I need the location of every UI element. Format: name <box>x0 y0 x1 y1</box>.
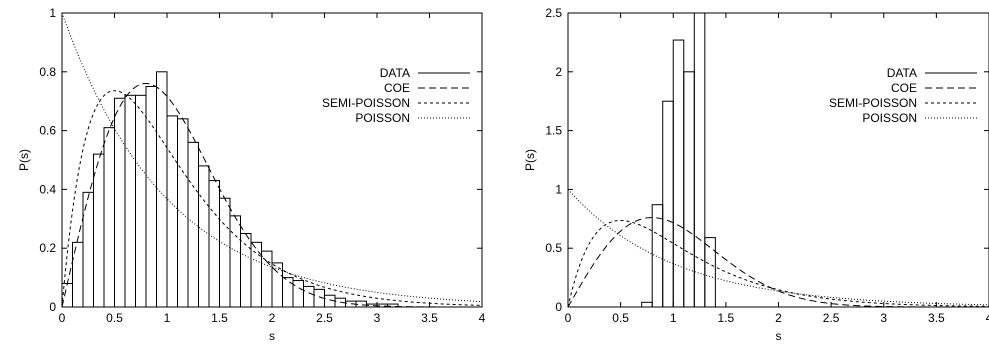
y-tick-label: 0.8 <box>39 65 56 79</box>
legend-label: DATA <box>380 66 410 80</box>
y-tick-label: 1.5 <box>545 124 562 138</box>
x-tick-label: 2.5 <box>823 311 840 325</box>
chart-panel-1: 0 0.5 1 1.5 2 2.5 3 3.5 4 0 0.2 0.4 0.6 0.8 1 s P(s) DATA… <box>17 6 486 343</box>
legend-label: SEMI-POISSON <box>829 96 917 110</box>
y-tick-label: 1 <box>49 6 56 20</box>
histogram-bar <box>261 250 273 307</box>
curve-semi-poisson <box>568 219 989 307</box>
legend-label: POISSON <box>862 111 917 125</box>
histogram-bar <box>229 215 241 307</box>
histogram-bar <box>187 141 199 307</box>
histogram-bar <box>198 165 210 307</box>
x-tick-label: 2 <box>269 311 276 325</box>
y-tick-label: 0 <box>555 300 562 314</box>
histogram-bar <box>282 277 294 307</box>
legend-label: SEMI-POISSON <box>322 96 410 110</box>
y-axis-label: P(s) <box>17 149 31 171</box>
y-tick-label: 0.4 <box>39 182 56 196</box>
histogram-bar <box>72 241 84 307</box>
x-tick-label: 3.5 <box>421 311 438 325</box>
histogram-bar <box>641 301 653 307</box>
histogram-bar <box>303 285 315 307</box>
x-tick-label: 3 <box>374 311 381 325</box>
histogram-bar <box>93 153 105 307</box>
legend-label: DATA <box>887 66 917 80</box>
x-axis-label: s <box>269 329 275 343</box>
y-tick-label: 0.2 <box>39 241 56 255</box>
histogram-bar <box>103 127 115 307</box>
histogram-bar <box>693 13 706 307</box>
histogram-bar <box>177 118 189 307</box>
histogram-bar <box>271 262 283 307</box>
x-tick-label: 2.5 <box>316 311 333 325</box>
y-tick-label: 0.5 <box>545 241 562 255</box>
x-tick-label: 0.5 <box>106 311 123 325</box>
histogram-bar <box>208 180 220 307</box>
legend-label: COE <box>891 81 917 95</box>
x-tick-label: 1.5 <box>211 311 228 325</box>
x-tick-label: 2 <box>775 311 782 325</box>
histogram-bar <box>683 71 695 307</box>
x-tick-label: 4 <box>479 311 486 325</box>
histogram-bar <box>135 94 147 307</box>
curve-poisson <box>62 13 482 303</box>
histogram-bar <box>156 71 168 307</box>
plot-frame <box>567 12 989 308</box>
x-tick-label: 3 <box>880 311 887 325</box>
x-tick-label: 0.5 <box>612 311 629 325</box>
y-axis-label: P(s) <box>523 149 537 171</box>
x-tick-label: 1.5 <box>718 311 735 325</box>
x-tick-label: 4 <box>986 311 989 325</box>
plot-area <box>62 13 482 307</box>
histogram-bar <box>662 100 674 307</box>
histogram-bar <box>672 39 685 307</box>
x-tick-label: 0 <box>565 311 572 325</box>
x-tick-label: 1 <box>164 311 171 325</box>
histogram-bar <box>145 86 157 307</box>
histogram-bar <box>704 237 716 307</box>
y-tick-label: 2.5 <box>545 6 562 20</box>
x-tick-label: 3.5 <box>928 311 945 325</box>
chart-panel-2: 0 0.5 1 1.5 2 2.5 3 3.5 4 0 0.5 1 1.5 2 2.5 s P(s) DATACO… <box>523 6 989 343</box>
legend-label: POISSON <box>355 111 410 125</box>
y-tick-label: 0.6 <box>39 124 56 138</box>
histogram-bar <box>219 197 231 307</box>
y-tick-label: 1 <box>555 182 562 196</box>
x-tick-label: 1 <box>670 311 677 325</box>
y-tick-label: 0 <box>49 300 56 314</box>
x-tick-label: 0 <box>59 311 66 325</box>
histogram-bar <box>124 94 136 307</box>
x-axis-label: s <box>776 329 782 343</box>
histogram-bar <box>166 115 178 307</box>
histogram-bar <box>250 241 262 307</box>
legend-label: COE <box>384 81 410 95</box>
curve-semi-poisson <box>62 90 482 307</box>
histogram-bar <box>114 97 126 307</box>
curve-poisson <box>568 189 989 306</box>
histogram-bar <box>651 204 664 307</box>
y-tick-label: 2 <box>555 65 562 79</box>
plot-area <box>568 13 989 307</box>
histogram-bar <box>292 280 304 307</box>
curve-coe <box>568 217 989 307</box>
